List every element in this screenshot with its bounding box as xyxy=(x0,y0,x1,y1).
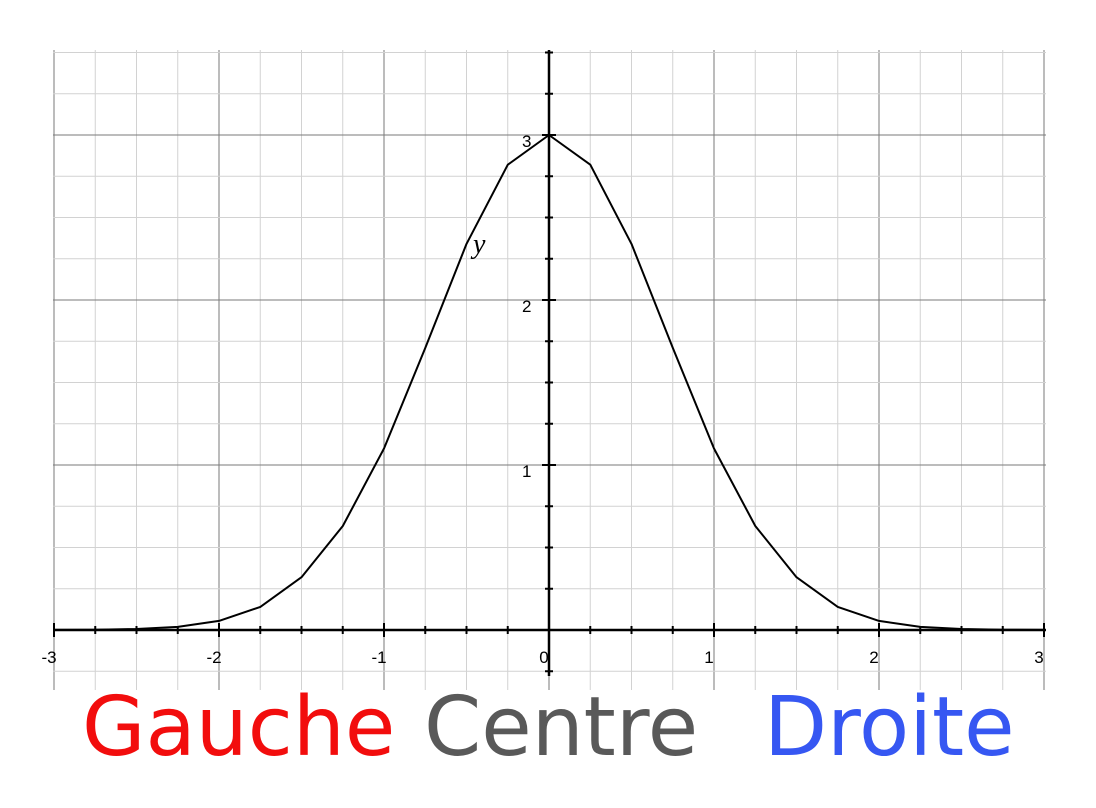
x-tick-label: -3 xyxy=(41,648,56,667)
y-tick-label: 3 xyxy=(522,132,531,151)
x-tick-label: -2 xyxy=(206,648,221,667)
y-tick-label: 1 xyxy=(522,462,531,481)
x-tick-label: 1 xyxy=(704,648,713,667)
curve-line xyxy=(53,134,1045,631)
x-tick-label: 2 xyxy=(869,648,878,667)
label-centre: Centre xyxy=(424,680,699,775)
label-gauche: Gauche xyxy=(82,680,396,775)
chart: -3 -2 -1 0 1 2 3 1 2 3 y xyxy=(41,50,1046,690)
x-tick-label: 0 xyxy=(539,648,548,667)
x-tick-label: 3 xyxy=(1034,648,1043,667)
axes xyxy=(53,50,1046,676)
y-tick-label: 2 xyxy=(522,297,531,316)
curve-label: y xyxy=(470,229,486,260)
x-tick-label: -1 xyxy=(371,648,386,667)
tick-labels: -3 -2 -1 0 1 2 3 1 2 3 xyxy=(41,132,1043,667)
label-droite: Droite xyxy=(764,680,1015,775)
